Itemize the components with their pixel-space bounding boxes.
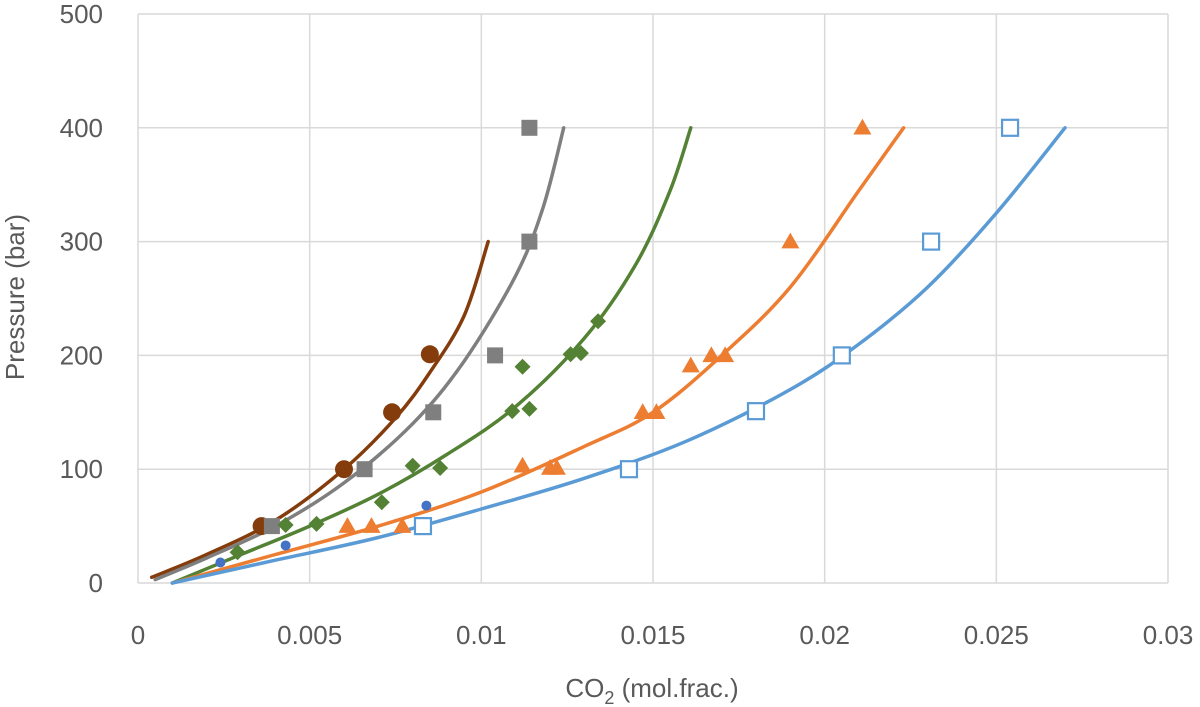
data-point bbox=[356, 461, 373, 478]
data-point bbox=[521, 400, 538, 417]
fit-curve bbox=[149, 239, 490, 580]
data-point bbox=[383, 403, 402, 422]
x-axis-title: CO2 (mol.frac.) bbox=[565, 673, 738, 707]
data-point bbox=[404, 457, 421, 474]
data-point bbox=[562, 346, 579, 363]
data-point bbox=[1000, 118, 1020, 137]
data-point bbox=[215, 557, 226, 568]
x-axis-title-main: CO bbox=[565, 673, 604, 703]
data-point bbox=[413, 516, 433, 536]
data-point bbox=[514, 358, 531, 375]
data-point bbox=[619, 460, 639, 479]
x-tick-label: 0.015 bbox=[620, 620, 685, 650]
data-point bbox=[547, 459, 566, 475]
y-tick-label: 300 bbox=[60, 227, 103, 257]
x-tick-label: 0.025 bbox=[964, 620, 1029, 650]
x-axis-title-suffix: (mol.frac.) bbox=[614, 673, 738, 703]
data-point bbox=[277, 516, 294, 533]
data-point bbox=[521, 119, 538, 136]
data-point bbox=[280, 540, 291, 551]
data-point bbox=[781, 232, 800, 249]
data-point bbox=[746, 402, 766, 421]
data-point bbox=[647, 403, 666, 420]
data-point bbox=[716, 346, 735, 363]
data-point bbox=[487, 347, 504, 364]
y-tick-label: 400 bbox=[60, 113, 103, 143]
gridlines bbox=[137, 13, 1169, 584]
data-point bbox=[513, 456, 532, 473]
fit-curve bbox=[170, 126, 906, 585]
x-tick-label: 0.005 bbox=[277, 620, 342, 650]
fit-curve bbox=[170, 126, 1067, 585]
y-tick-label: 100 bbox=[60, 454, 103, 484]
data-point bbox=[263, 518, 280, 535]
data-point bbox=[421, 500, 432, 511]
data-point bbox=[702, 346, 721, 363]
y-tick-label: 0 bbox=[89, 568, 103, 598]
data-point bbox=[432, 460, 449, 477]
data-point bbox=[921, 232, 941, 251]
data-point bbox=[853, 118, 872, 135]
data-point bbox=[308, 515, 325, 532]
data-point bbox=[229, 544, 246, 561]
x-tick-label: 0.03 bbox=[1143, 620, 1194, 650]
data-point bbox=[362, 517, 381, 533]
fit-curve bbox=[170, 126, 693, 585]
x-tick-label: 0 bbox=[131, 620, 145, 650]
x-tick-label: 0.02 bbox=[799, 620, 850, 650]
fit-curve bbox=[153, 126, 566, 582]
y-tick-label: 200 bbox=[60, 340, 103, 370]
data-point bbox=[338, 517, 357, 533]
data-point bbox=[832, 346, 851, 365]
data-point bbox=[420, 345, 439, 364]
data-point bbox=[572, 345, 589, 362]
tick-labels: 0 0.005 0.01 0.015 0.02 0.025 0.03 0 100 200 300 40… bbox=[60, 0, 1194, 650]
data-point bbox=[425, 404, 442, 421]
data-point bbox=[504, 403, 521, 420]
data-point bbox=[335, 460, 353, 479]
data-point bbox=[521, 233, 538, 250]
data-point bbox=[590, 313, 607, 330]
x-axis-title-subscript: 2 bbox=[604, 688, 614, 707]
data-point bbox=[681, 356, 700, 373]
x-tick-label: 0.01 bbox=[456, 620, 507, 650]
data-points bbox=[215, 118, 1020, 568]
fit-curves bbox=[149, 126, 1067, 585]
y-tick-label: 500 bbox=[60, 0, 103, 29]
y-axis-title: Pressure (bar) bbox=[0, 214, 30, 380]
data-point bbox=[373, 494, 390, 511]
data-point bbox=[633, 403, 652, 420]
data-point bbox=[393, 517, 412, 533]
